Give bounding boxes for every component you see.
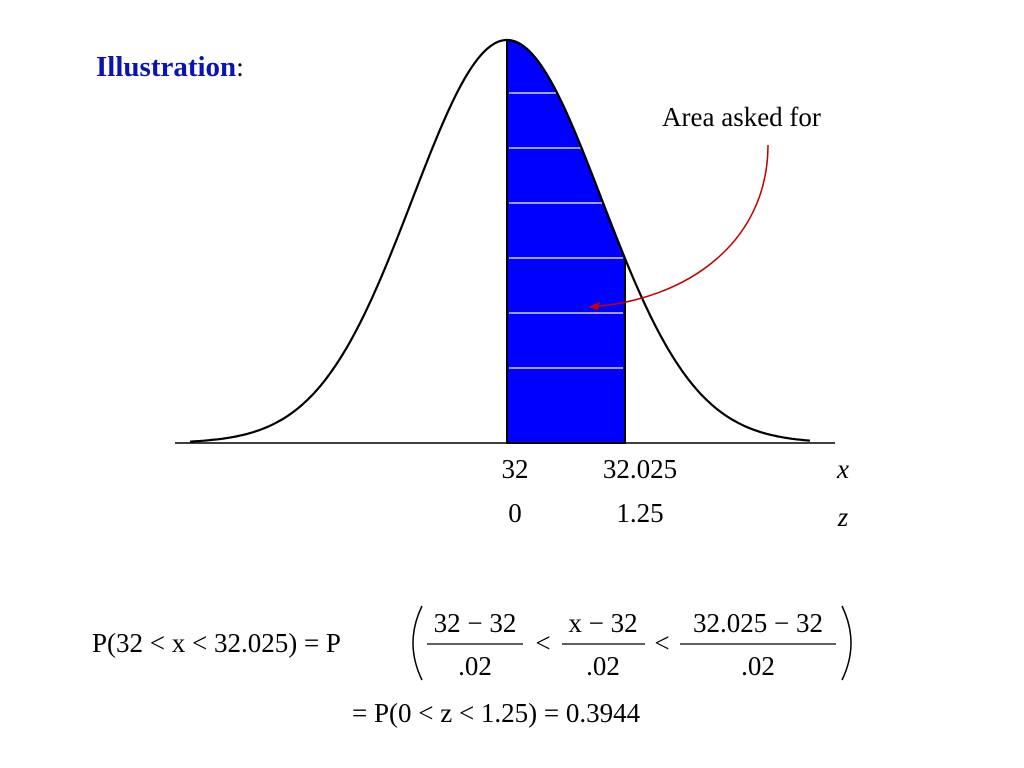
z-var: z [837, 502, 849, 532]
formula-op: < [654, 628, 669, 658]
normal-curve [189, 38, 811, 444]
annotation: Area asked for [662, 102, 821, 132]
annotation-arrow [589, 144, 769, 308]
z-label: 1.25 [616, 498, 663, 528]
paren-left [412, 605, 423, 681]
x-var: x [836, 454, 849, 484]
formula-line2: = P(0 < z < 1.25) = 0.3944 [352, 698, 641, 728]
title-text: Illustration [96, 51, 236, 83]
formula-op: < [535, 628, 550, 658]
z-label: 0 [508, 498, 522, 528]
arrow-head [588, 302, 600, 310]
fraction-num: 32 − 32 [434, 608, 517, 638]
title-punct: : [236, 52, 244, 82]
fraction-den: .02 [741, 651, 775, 681]
fraction-num: 32.025 − 32 [693, 608, 823, 638]
fraction-num: x − 32 [568, 608, 637, 638]
paren-right [841, 605, 852, 681]
fraction-den: .02 [586, 651, 620, 681]
shaded-area [506, 38, 626, 444]
formula-lhs: P(32 < x < 32.025) = P [92, 628, 341, 658]
curve-line [189, 38, 811, 443]
title: Illustration: [96, 51, 244, 83]
fraction-den: .02 [458, 651, 492, 681]
x-label: 32 [502, 454, 529, 484]
x-label: 32.025 [603, 454, 677, 484]
